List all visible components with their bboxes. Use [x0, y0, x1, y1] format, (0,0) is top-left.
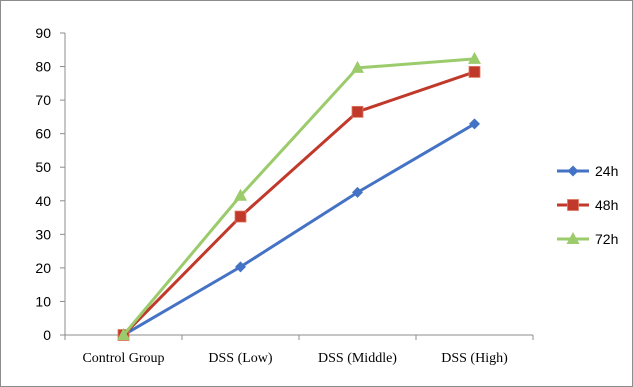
legend-item-48h: 48h [557, 197, 618, 213]
y-tick-label: 30 [35, 226, 51, 242]
x-tick-label: DSS (Low) [208, 351, 273, 366]
series-24h [118, 118, 480, 341]
data-point-72h [351, 60, 364, 73]
y-tick-label: 20 [35, 260, 51, 276]
series-48h [117, 66, 481, 341]
y-tick-label: 60 [35, 126, 51, 142]
legend-label: 48h [595, 197, 618, 213]
x-tick-label: DSS (High) [441, 351, 508, 366]
y-tick-label: 90 [35, 25, 51, 41]
legend-label: 24h [595, 163, 618, 179]
y-tick-label: 10 [35, 293, 51, 309]
axes [60, 32, 534, 340]
legend-item-72h: 72h [557, 231, 618, 247]
y-tick-label: 0 [43, 327, 51, 343]
series-line-24h [122, 122, 476, 337]
data-point-24h [352, 186, 363, 198]
legend-marker [566, 232, 580, 244]
x-tick-label: DSS (Middle) [318, 351, 397, 366]
data-point-48h [468, 66, 481, 78]
y-tick-label: 50 [35, 159, 51, 175]
legend-label: 72h [595, 231, 618, 247]
data-point-72h [468, 51, 481, 64]
data-point-48h [351, 105, 364, 118]
series-line-48h [122, 70, 475, 337]
series-72h [117, 51, 481, 340]
y-tick-label: 80 [35, 59, 51, 75]
data-point-48h [234, 210, 247, 223]
data-point-24h [469, 118, 480, 130]
data-point-72h [117, 328, 130, 340]
y-tick-label: 70 [35, 92, 51, 108]
series-layer [117, 51, 481, 341]
legend: 24h 48h 72h [557, 163, 618, 247]
x-tick-label: Control Group [82, 351, 164, 366]
legend-marker [567, 199, 579, 211]
y-tick-label: 40 [35, 193, 51, 209]
series-line-72h [122, 57, 475, 336]
legend-marker [567, 165, 579, 177]
data-point-72h [234, 188, 247, 201]
y-tick-labels: 0 10 20 30 40 50 60 70 80 90 [35, 25, 51, 343]
legend-item-24h: 24h [557, 163, 618, 179]
data-point-24h [235, 261, 246, 273]
x-tick-labels: Control Group DSS (Low) DSS (Middle) DSS (H… [82, 351, 508, 366]
